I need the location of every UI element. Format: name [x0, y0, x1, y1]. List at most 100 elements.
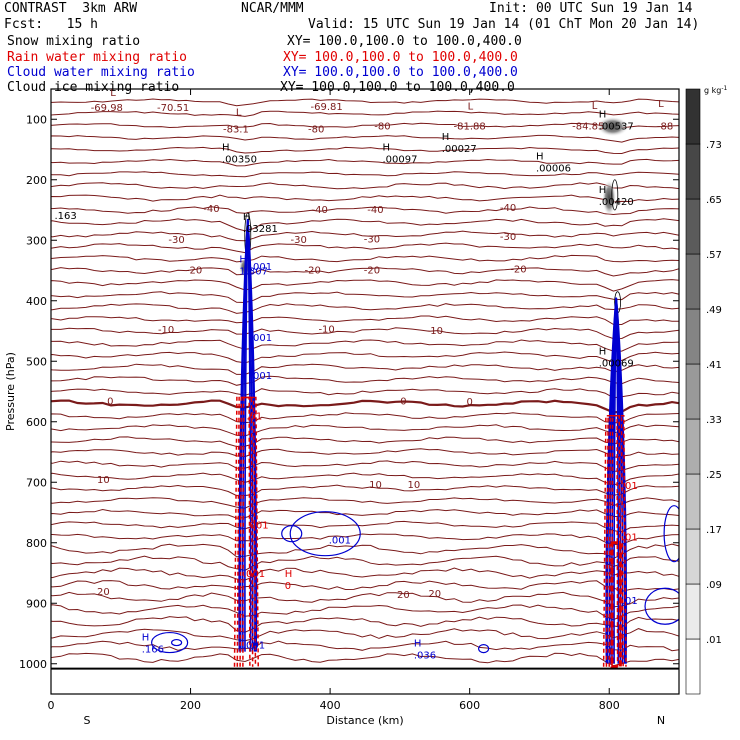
isotherm-label: -81.88	[454, 121, 486, 132]
header-valid: Valid: 15 UTC Sun 19 Jan 14 (01 ChT Mon …	[308, 17, 700, 32]
extremum-value: .01	[622, 596, 638, 607]
isotherm-line	[51, 194, 679, 203]
isotherm-line	[51, 543, 679, 559]
isotherm-line	[51, 110, 679, 117]
isotherm-line	[51, 484, 679, 497]
colorbar-band	[685, 638, 701, 695]
cloud-water-patch	[644, 587, 679, 625]
colorbar-label: .33	[706, 415, 722, 426]
extremum-value: .00006	[536, 164, 571, 175]
isotherm-line	[51, 388, 679, 399]
isotherm-line	[51, 472, 679, 486]
isotherm-line	[51, 218, 679, 232]
isotherm-label: -20	[186, 265, 202, 276]
extremum-value: .001	[250, 262, 272, 273]
cloud-water-contour	[238, 218, 258, 652]
y-axis-label: Pressure (hPa)	[4, 352, 17, 431]
colorbar-label: .65	[706, 195, 722, 206]
isotherm-label: -10	[158, 325, 174, 336]
extremum-value: 1.307	[239, 266, 268, 277]
extremum-value: .00350	[222, 155, 257, 166]
colorbar-band	[685, 198, 701, 255]
isotherm-label: -20	[364, 265, 380, 276]
cloud-water-contour	[605, 297, 628, 664]
field-xy-snow: XY= 100.0,100.0 to 100.0,400.0	[287, 34, 522, 49]
extremum-mark: L	[468, 101, 474, 112]
isotherm-line	[51, 303, 679, 314]
cloud-water-patch	[151, 631, 189, 654]
isotherm-line	[51, 339, 679, 352]
isotherm-label: 0	[466, 397, 472, 408]
colorbar-band	[685, 88, 701, 145]
isotherm-line	[51, 171, 679, 178]
field-label-snow: Snow mixing ratio	[7, 34, 141, 49]
isotherm-label: 10	[407, 480, 420, 491]
isotherm-line	[51, 315, 679, 326]
isotherm-line	[51, 508, 679, 519]
isotherm-line	[51, 436, 679, 448]
extremum-value: .163	[54, 211, 76, 222]
x-tick-label: 0	[48, 699, 55, 712]
isotherm-label: -40	[203, 204, 219, 215]
field-xy-rain: XY= 100.0,100.0 to 100.0,400.0	[283, 50, 518, 65]
cloud-water-patch	[289, 511, 361, 557]
isotherm-label: 20	[397, 590, 410, 601]
extremum-mark: L	[592, 101, 598, 112]
colorbar-band	[685, 418, 701, 475]
x-tick-label: 400	[320, 699, 341, 712]
isotherm-line	[51, 580, 679, 592]
isotherm-label: 10	[369, 480, 382, 491]
colorbar-label: .09	[706, 580, 722, 591]
colorbar-band	[685, 363, 701, 420]
extremum-mark: H	[239, 254, 247, 265]
y-tick-label: 100	[26, 113, 47, 126]
colorbar-band	[685, 473, 701, 530]
extremum-value: .00069	[599, 358, 634, 369]
isotherm-line	[51, 158, 679, 167]
field-xy-cloud-water: XY= 100.0,100.0 to 100.0,400.0	[283, 65, 518, 80]
extremum-mark: H	[285, 569, 293, 580]
extremum-value: .001	[250, 333, 272, 344]
isotherm-label: -80	[374, 121, 390, 132]
rain-core	[610, 541, 622, 669]
extremum-value: .001	[243, 569, 265, 580]
colorbar-band	[685, 253, 701, 310]
isotherm-label: -88	[657, 121, 673, 132]
isotherm-label: -30	[168, 235, 184, 246]
extremum-mark: H	[382, 143, 390, 154]
isotherm-line	[51, 291, 679, 304]
y-tick-label: 800	[26, 537, 47, 550]
isotherm-label: 0	[107, 397, 113, 408]
isotherm-label: -83.1	[223, 124, 249, 135]
rain-contour	[236, 396, 257, 667]
extremum-mark: H	[599, 185, 607, 196]
field-xy-cloud-ice: XY= 100.0,100.0 to 100.0,400.0	[280, 80, 515, 95]
isotherm-line	[51, 567, 679, 581]
isotherm-line	[51, 146, 679, 155]
extremum-value: .001	[246, 521, 268, 532]
extremum-value: .001	[329, 536, 351, 547]
cloud-water-patch	[281, 525, 303, 543]
isotherm-line	[51, 448, 679, 458]
extremum-value: .00027	[442, 144, 477, 155]
extremum-value: .166	[142, 645, 164, 656]
isotherm-line	[51, 122, 679, 129]
isotherm-line	[51, 230, 679, 242]
extremum-value: .036	[414, 651, 436, 662]
extremum-mark: H	[536, 152, 544, 163]
snow-contour	[611, 179, 619, 211]
isotherm-line	[51, 351, 679, 364]
isotherm-label: -10	[427, 326, 443, 337]
colorbar-label: .49	[706, 305, 722, 316]
isotherm-label: -40	[311, 205, 327, 216]
colorbar-label: .17	[706, 525, 722, 536]
y-tick-label: 200	[26, 174, 47, 187]
extremum-value: .01	[246, 412, 262, 423]
isotherm-label: -20	[510, 265, 526, 276]
y-tick-label: 500	[26, 355, 47, 368]
header-init: Init: 00 UTC Sun 19 Jan 14	[489, 1, 693, 16]
isotherm-line	[51, 424, 679, 437]
field-label-rain: Rain water mixing ratio	[7, 50, 188, 65]
colorbar-label: .01	[706, 635, 722, 646]
isotherm-line	[51, 279, 679, 292]
